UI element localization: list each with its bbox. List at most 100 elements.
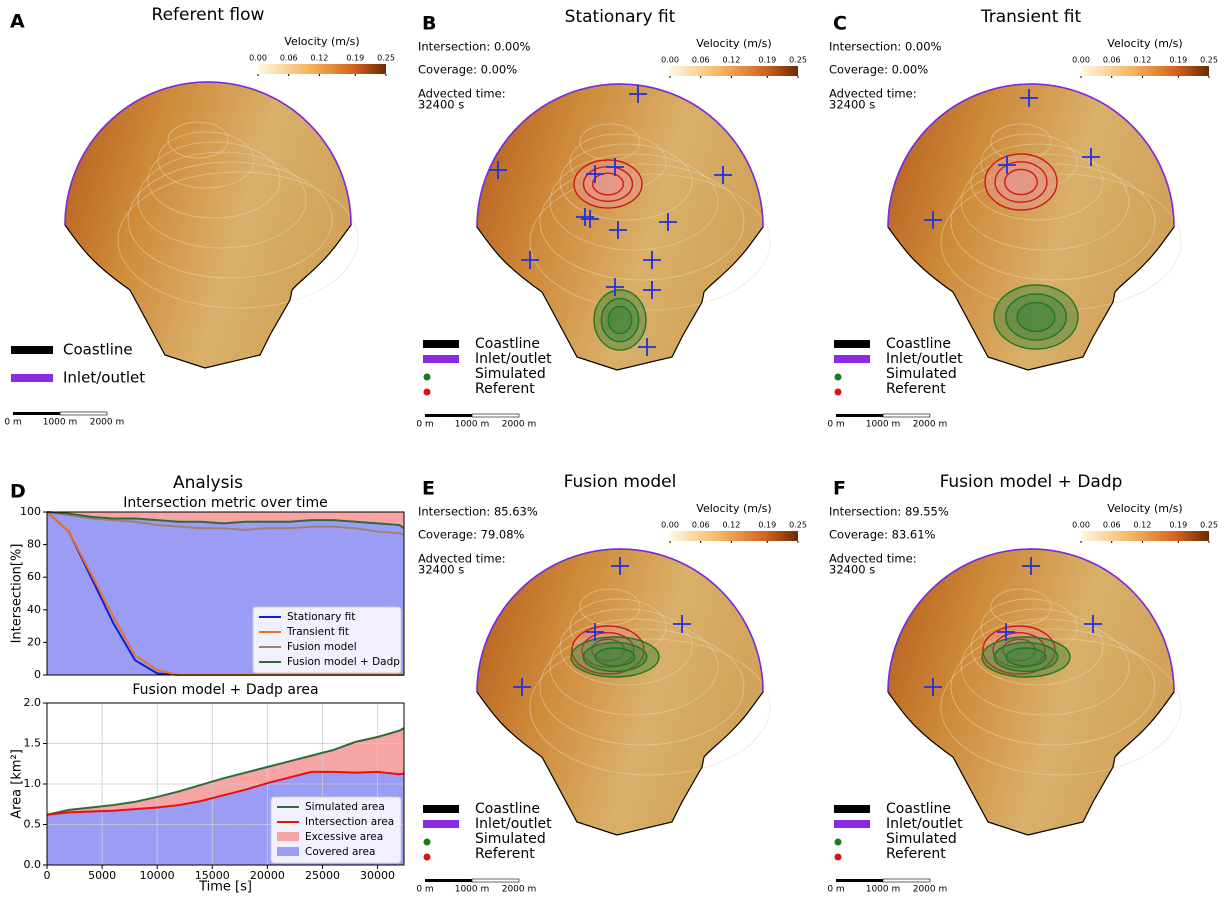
legend-label: Transient fit	[286, 626, 349, 638]
stat: Intersection: 0.00%	[829, 40, 942, 54]
domain	[65, 82, 351, 368]
legend-swatch	[835, 374, 842, 381]
legend-swatch	[423, 340, 459, 348]
scale-bar	[13, 412, 60, 415]
scale-label: 0 m	[416, 885, 433, 895]
legend-label: Stationary fit	[287, 611, 355, 623]
stat: Intersection: 89.55%	[829, 505, 949, 519]
legend-swatch	[11, 346, 53, 354]
colorbar-tick-label: 0.19	[1169, 56, 1187, 65]
colorbar-tick-label: 0.00	[661, 521, 679, 530]
scale-bar	[425, 414, 472, 417]
map	[477, 549, 770, 835]
colorbar	[1081, 531, 1209, 541]
panel-label: C	[833, 13, 847, 35]
scale-bar	[60, 412, 107, 415]
legend-label: Referent	[886, 846, 946, 862]
legend-label: Inlet/outlet	[886, 816, 963, 832]
colorbar-tick-label: 0.06	[280, 54, 298, 63]
legend-swatch	[834, 820, 870, 828]
domain	[888, 549, 1174, 835]
panel-title: Fusion model + Dadp	[940, 472, 1123, 492]
colorbar-tick-label: 0.25	[1200, 521, 1218, 530]
legend-label: Fusion model	[287, 641, 357, 653]
y-tick-label: 2.0	[24, 696, 42, 709]
scale-bar	[472, 414, 519, 417]
colorbar-tick-label: 0.00	[1072, 521, 1090, 530]
advected-time: 32400 s	[418, 563, 464, 577]
legend-label: Simulated	[886, 831, 957, 847]
colorbar-tick-label: 0.25	[789, 56, 807, 65]
legend-swatch	[423, 355, 459, 363]
y-tick-label: 80	[27, 538, 41, 551]
scale-label: 0 m	[416, 420, 433, 430]
legend-swatch	[277, 847, 299, 856]
stat: Coverage: 79.08%	[418, 528, 525, 542]
colorbar-tick-label: 0.25	[1200, 56, 1218, 65]
x-tick-label: 25000	[305, 869, 340, 882]
stat: Intersection: 0.00%	[418, 40, 531, 54]
y-tick-label: 20	[27, 635, 41, 648]
colorbar-tick-label: 0.00	[661, 56, 679, 65]
stat: Intersection: 85.63%	[418, 505, 538, 519]
colorbar-tick-label: 0.00	[249, 54, 267, 63]
contour	[593, 173, 624, 195]
colorbar-tick-label: 0.19	[1169, 521, 1187, 530]
contour	[608, 307, 631, 334]
panel-title: Referent flow	[152, 5, 265, 25]
scale-label: 1000 m	[866, 885, 901, 895]
legend-swatch	[835, 839, 842, 846]
colorbar-tick-label: 0.06	[1103, 521, 1121, 530]
y-tick-label: 1.5	[24, 737, 42, 750]
legend-label: Excessive area	[305, 831, 383, 843]
colorbar-tick-label: 0.12	[723, 56, 741, 65]
colorbar-tick-label: 0.12	[311, 54, 329, 63]
chart-title: Intersection metric over time	[123, 495, 328, 511]
colorbar-tick-label: 0.19	[758, 521, 776, 530]
legend-label: Referent	[886, 381, 946, 397]
x-tick-label: 30000	[360, 869, 395, 882]
colorbar-tick-label: 0.00	[1072, 56, 1090, 65]
contour	[1005, 169, 1037, 194]
colorbar	[670, 531, 798, 541]
legend-swatch	[277, 832, 299, 841]
legend-swatch	[424, 374, 431, 381]
map	[477, 84, 770, 370]
stat: Coverage: 83.61%	[829, 528, 936, 542]
legend-label: Inlet/outlet	[886, 351, 963, 367]
colorbar-tick-label: 0.12	[1134, 56, 1152, 65]
scale-bar	[836, 414, 883, 417]
legend-swatch	[835, 389, 842, 396]
chart-title: Fusion model + Dadp area	[132, 682, 318, 698]
colorbar-tick-label: 0.06	[692, 521, 710, 530]
legend-swatch	[834, 340, 870, 348]
x-tick-label: 5000	[88, 869, 116, 882]
scale-bar	[425, 879, 472, 882]
x-tick-label: 20000	[250, 869, 285, 882]
legend-label: Simulated area	[305, 801, 385, 813]
scale-label: 1000 m	[866, 420, 901, 430]
colorbar-tick-label: 0.12	[1134, 521, 1152, 530]
contour	[1006, 648, 1046, 666]
y-tick-label: 0.5	[24, 818, 42, 831]
legend-label: Coastline	[475, 801, 540, 817]
colorbar-tick-label: 0.19	[758, 56, 776, 65]
panel-label: E	[422, 478, 435, 500]
legend-label: Simulated	[475, 366, 546, 382]
x-tick-label: 0	[44, 869, 51, 882]
x-tick-label: 10000	[140, 869, 175, 882]
x-axis-label: Time [s]	[198, 880, 252, 895]
scale-label: 1000 m	[43, 418, 78, 428]
legend-swatch	[834, 355, 870, 363]
scale-label: 1000 m	[455, 885, 490, 895]
y-tick-label: 60	[27, 570, 41, 583]
map	[65, 82, 358, 368]
contour	[1017, 303, 1055, 332]
colorbar-title: Velocity (m/s)	[284, 35, 359, 48]
y-axis-label: Area [km²]	[10, 749, 25, 819]
scale-label: 0 m	[4, 418, 21, 428]
y-tick-label: 0	[34, 668, 41, 681]
legend-label: Coastline	[886, 336, 951, 352]
scale-label: 2000 m	[502, 885, 537, 895]
panel-title: Analysis	[173, 473, 243, 493]
